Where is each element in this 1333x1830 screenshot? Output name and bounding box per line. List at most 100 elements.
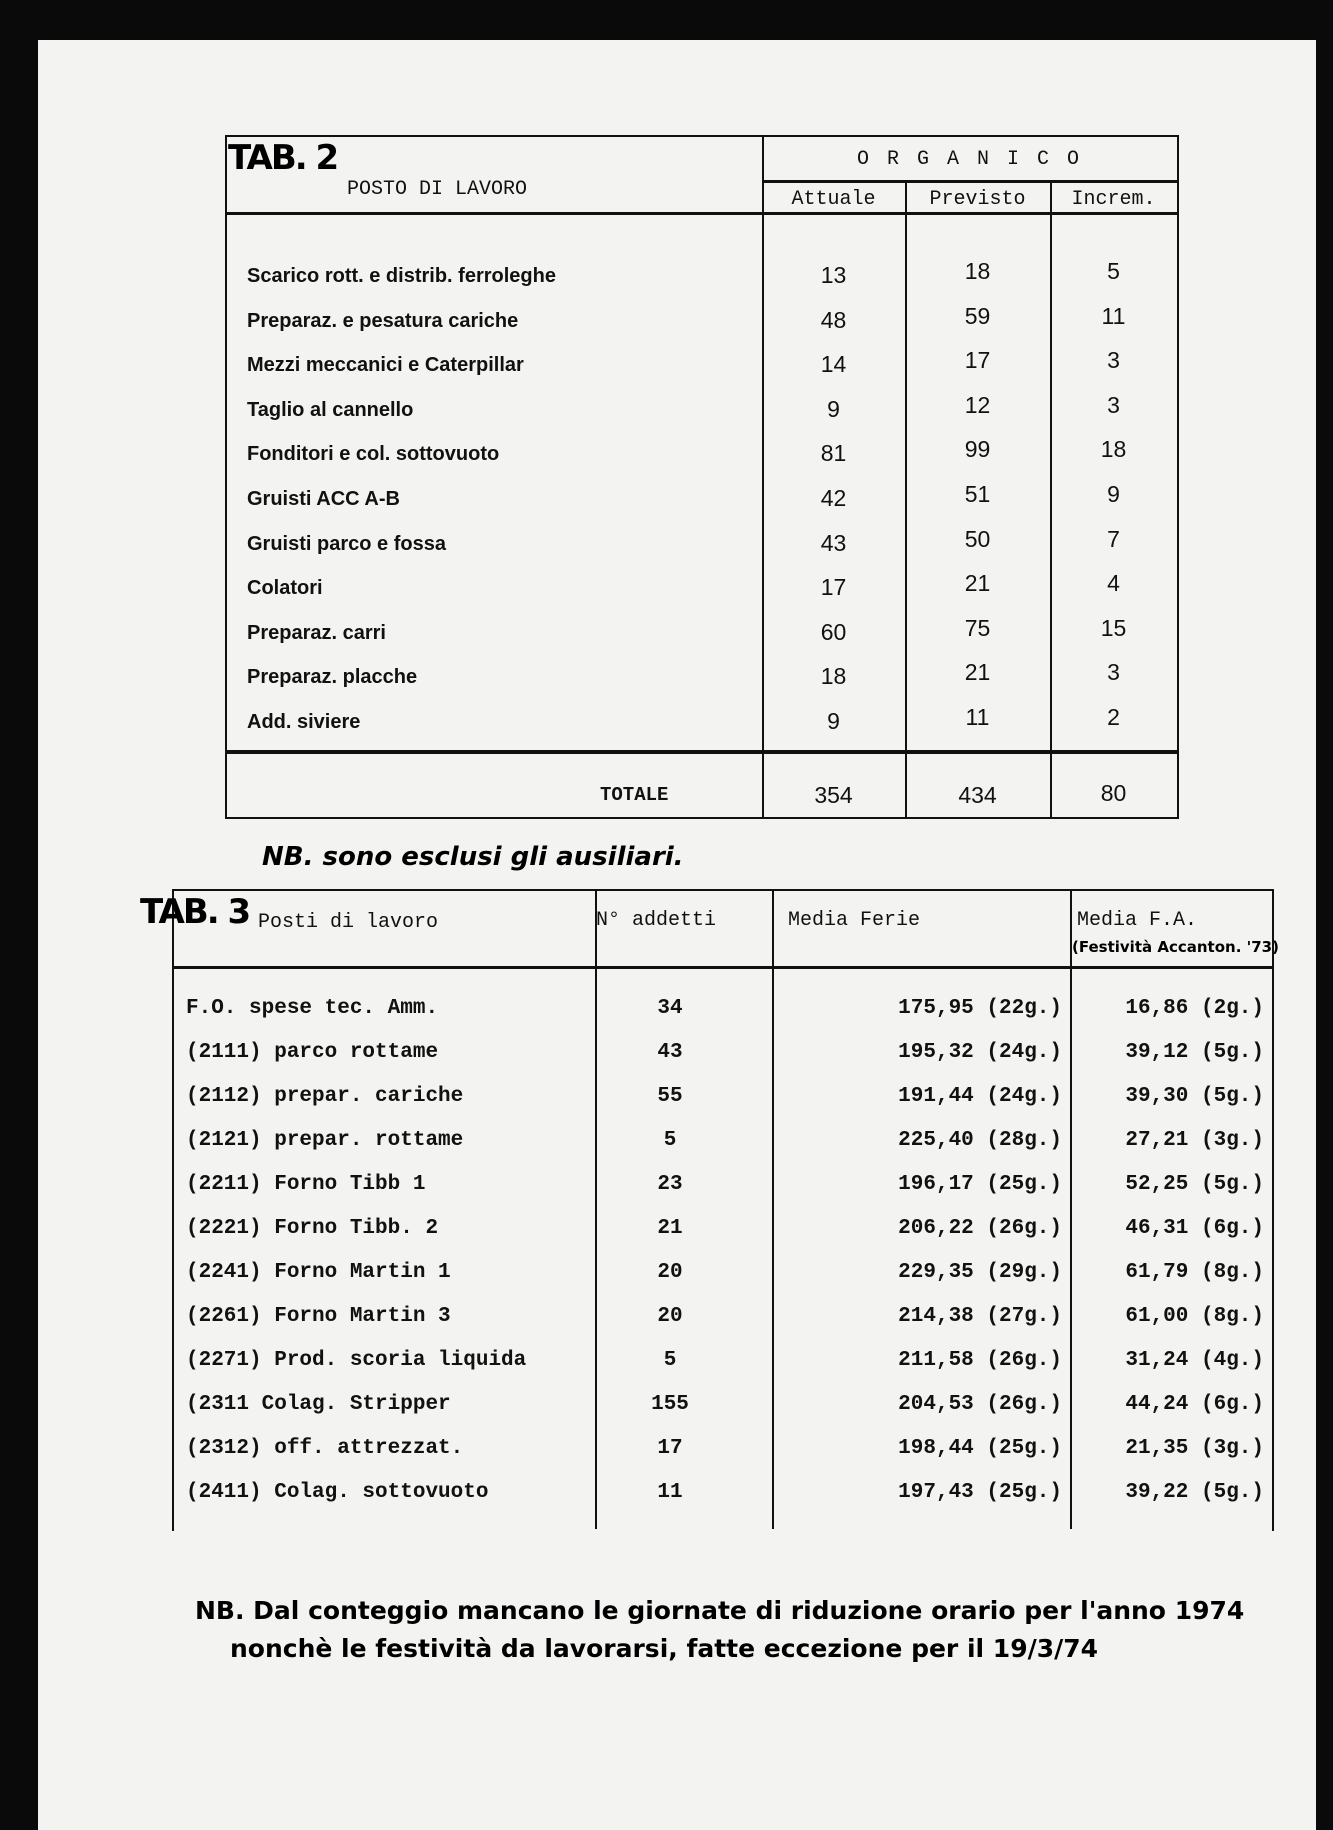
attuale-cell: 18 — [820, 663, 847, 690]
posto-cell: (2411) Colag. sottovuoto — [186, 1481, 489, 1504]
tab3-table — [172, 889, 1274, 1531]
divider — [772, 889, 774, 1529]
increm-cell: 4 — [1107, 570, 1120, 597]
ferie-cell: 206,22 (26g.) — [898, 1217, 1062, 1240]
attuale-cell: 48 — [820, 306, 847, 333]
increm-cell: 9 — [1107, 481, 1120, 507]
posto-cell: (2112) prepar. cariche — [186, 1085, 464, 1108]
addetti-cell: 17 — [657, 1437, 683, 1460]
posto-cell: Preparaz. e pesatura cariche — [247, 309, 519, 332]
posto-cell: Taglio al cannello — [247, 398, 414, 421]
posto-cell: Add. siviere — [247, 711, 361, 733]
posto-cell: Preparaz. carri — [247, 621, 386, 644]
fa-cell: 31,24 (4g.) — [1125, 1349, 1264, 1372]
tab2-table — [225, 135, 1179, 819]
addetti-cell: 23 — [657, 1173, 683, 1196]
posto-cell: (2111) parco rottame — [186, 1041, 439, 1064]
attuale-cell: 14 — [820, 351, 847, 378]
previsto-cell: 99 — [964, 436, 991, 463]
divider — [595, 889, 597, 1529]
previsto-cell: 12 — [964, 391, 991, 418]
col-ferie-header: Media Ferie — [788, 909, 921, 932]
posto-cell: (2221) Forno Tibb. 2 — [186, 1217, 439, 1240]
posto-cell: Mezzi meccanici e Caterpillar — [247, 354, 524, 377]
col-fa-note: (Festività Accanton. '73) — [1072, 938, 1279, 956]
ferie-cell: 214,38 (27g.) — [898, 1305, 1062, 1328]
previsto-cell: 50 — [964, 525, 991, 552]
tab3-label: TAB. 3 — [140, 892, 251, 932]
previsto-cell: 21 — [964, 570, 991, 597]
attuale-cell: 9 — [827, 395, 840, 422]
addetti-cell: 20 — [657, 1305, 683, 1328]
addetti-cell: 55 — [657, 1085, 683, 1108]
totale-increm: 80 — [1100, 780, 1127, 806]
col-posti-header: Posti di lavoro — [258, 911, 439, 934]
tab3-note-line1: NB. Dal conteggio mancano le giornate di… — [195, 1596, 1245, 1625]
addetti-cell: 5 — [663, 1129, 677, 1152]
fa-cell: 61,79 (8g.) — [1125, 1261, 1264, 1284]
posto-cell: (2311 Colag. Stripper — [186, 1393, 451, 1416]
fa-cell: 16,86 (2g.) — [1125, 997, 1264, 1020]
posto-cell: Scarico rott. e distrib. ferroleghe — [247, 265, 556, 287]
posto-cell: Colatori — [247, 577, 323, 600]
increm-cell: 3 — [1107, 347, 1120, 374]
increm-cell: 11 — [1101, 302, 1126, 329]
organico-header: O R G A N I C O — [856, 148, 1083, 171]
ferie-cell: 225,40 (28g.) — [898, 1129, 1062, 1152]
ferie-cell: 204,53 (26g.) — [898, 1393, 1062, 1416]
totale-previsto: 434 — [958, 782, 997, 808]
posto-cell: Preparaz. placche — [247, 666, 418, 689]
posto-cell: (2241) Forno Martin 1 — [186, 1261, 451, 1284]
addetti-cell: 34 — [657, 997, 683, 1020]
previsto-cell: 51 — [964, 481, 991, 507]
ferie-cell: 197,43 (25g.) — [898, 1481, 1062, 1504]
ferie-cell: 229,35 (29g.) — [898, 1261, 1062, 1284]
fa-cell: 52,25 (5g.) — [1125, 1173, 1264, 1196]
divider — [1070, 889, 1072, 1529]
increm-cell: 2 — [1107, 704, 1120, 730]
fa-cell: 39,22 (5g.) — [1125, 1481, 1264, 1504]
posto-cell: (2121) prepar. rottame — [186, 1129, 464, 1152]
col-addetti-header: N° addetti — [596, 909, 717, 932]
col-posto-header: POSTO DI LAVORO — [347, 178, 528, 201]
tab3-note-line2: nonchè le festività da lavorarsi, fatte … — [230, 1634, 1099, 1663]
col-previsto-header: Previsto — [929, 188, 1026, 211]
increm-cell: 5 — [1107, 258, 1120, 284]
previsto-cell: 11 — [965, 704, 990, 730]
ferie-cell: 198,44 (25g.) — [898, 1437, 1062, 1460]
increm-cell: 15 — [1100, 614, 1127, 641]
col-attuale-header: Attuale — [791, 188, 876, 211]
fa-cell: 39,12 (5g.) — [1125, 1041, 1264, 1064]
increm-cell: 7 — [1107, 525, 1120, 552]
divider — [225, 212, 1177, 215]
previsto-cell: 17 — [964, 347, 991, 374]
tab2-label: TAB. 2 — [228, 138, 339, 178]
posto-cell: Gruisti parco e fossa — [247, 532, 446, 555]
fa-cell: 61,00 (8g.) — [1125, 1305, 1264, 1328]
fa-cell: 27,21 (3g.) — [1125, 1129, 1264, 1152]
previsto-cell: 18 — [964, 258, 991, 284]
divider — [905, 182, 907, 817]
previsto-cell: 75 — [964, 614, 991, 641]
attuale-cell: 17 — [820, 574, 847, 601]
attuale-cell: 60 — [820, 618, 847, 645]
ferie-cell: 196,17 (25g.) — [898, 1173, 1062, 1196]
addetti-cell: 43 — [657, 1041, 683, 1064]
attuale-cell: 13 — [820, 262, 847, 288]
attuale-cell: 81 — [820, 440, 847, 467]
previsto-cell: 21 — [964, 659, 991, 686]
addetti-cell: 11 — [657, 1481, 683, 1504]
increm-cell: 18 — [1100, 436, 1127, 463]
addetti-cell: 155 — [651, 1393, 689, 1416]
fa-cell: 39,30 (5g.) — [1125, 1085, 1264, 1108]
increm-cell: 3 — [1107, 391, 1120, 418]
divider — [762, 180, 1177, 183]
ferie-cell: 191,44 (24g.) — [898, 1085, 1062, 1108]
document-page — [38, 40, 1316, 1830]
divider — [762, 135, 764, 817]
col-increm-header: Increm. — [1071, 188, 1156, 211]
posto-cell: (2271) Prod. scoria liquida — [186, 1349, 527, 1372]
increm-cell: 3 — [1107, 659, 1120, 686]
posto-cell: (2211) Forno Tibb 1 — [186, 1173, 426, 1196]
posto-cell: (2261) Forno Martin 3 — [186, 1305, 451, 1328]
